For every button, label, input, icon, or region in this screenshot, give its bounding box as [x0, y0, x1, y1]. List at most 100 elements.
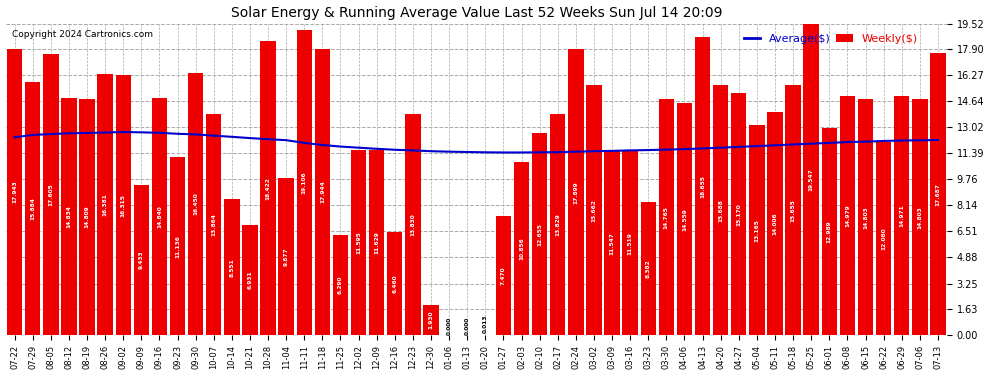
- Bar: [840, 96, 855, 336]
- Text: 6.290: 6.290: [338, 276, 343, 294]
- Bar: [658, 99, 674, 336]
- Text: 14.979: 14.979: [844, 204, 849, 227]
- Text: 8.551: 8.551: [230, 258, 235, 276]
- Bar: [350, 150, 366, 336]
- Bar: [894, 96, 910, 336]
- Bar: [7, 49, 23, 336]
- Title: Solar Energy & Running Average Value Last 52 Weeks Sun Jul 14 20:09: Solar Energy & Running Average Value Las…: [231, 6, 722, 20]
- Text: 0.000: 0.000: [446, 316, 451, 334]
- Bar: [97, 74, 113, 336]
- Bar: [857, 99, 873, 336]
- Bar: [749, 125, 764, 336]
- Text: 16.450: 16.450: [193, 193, 198, 215]
- Bar: [369, 150, 384, 336]
- Bar: [931, 53, 945, 336]
- Text: 15.655: 15.655: [791, 199, 796, 222]
- Bar: [79, 99, 95, 336]
- Bar: [387, 232, 403, 336]
- Text: 7.470: 7.470: [501, 267, 506, 285]
- Text: 0.013: 0.013: [483, 315, 488, 333]
- Text: 1.930: 1.930: [429, 311, 434, 329]
- Text: 14.006: 14.006: [772, 212, 777, 235]
- Text: 18.655: 18.655: [700, 175, 705, 198]
- Bar: [822, 128, 837, 336]
- Bar: [677, 103, 692, 336]
- Text: 19.547: 19.547: [809, 168, 814, 190]
- Bar: [586, 85, 602, 336]
- Text: 12.655: 12.655: [538, 223, 543, 246]
- Text: 17.899: 17.899: [573, 181, 578, 204]
- Legend: Average($), Weekly($): Average($), Weekly($): [740, 29, 923, 48]
- Text: 14.803: 14.803: [918, 206, 923, 228]
- Text: 17.605: 17.605: [49, 183, 53, 206]
- Bar: [243, 225, 257, 336]
- Bar: [297, 30, 312, 336]
- Bar: [876, 142, 891, 336]
- Text: 11.595: 11.595: [356, 231, 361, 254]
- Bar: [713, 85, 729, 336]
- Text: 14.559: 14.559: [682, 208, 687, 231]
- Text: 15.662: 15.662: [591, 199, 596, 222]
- Text: 16.381: 16.381: [103, 193, 108, 216]
- Bar: [61, 98, 76, 336]
- Bar: [405, 114, 421, 336]
- Text: 9.433: 9.433: [139, 251, 144, 269]
- Text: 14.803: 14.803: [863, 206, 868, 228]
- Bar: [804, 23, 819, 336]
- Bar: [44, 54, 58, 336]
- Text: 11.136: 11.136: [175, 235, 180, 258]
- Text: 17.943: 17.943: [12, 181, 17, 204]
- Text: 15.170: 15.170: [737, 203, 742, 226]
- Text: 13.864: 13.864: [211, 213, 216, 236]
- Text: 12.989: 12.989: [827, 220, 832, 243]
- Text: 14.971: 14.971: [899, 204, 904, 227]
- Text: 13.830: 13.830: [411, 214, 416, 236]
- Bar: [785, 85, 801, 336]
- Text: 11.519: 11.519: [628, 232, 633, 255]
- Bar: [604, 151, 620, 336]
- Text: 6.460: 6.460: [392, 274, 397, 293]
- Text: 17.687: 17.687: [936, 183, 940, 206]
- Text: 9.877: 9.877: [284, 247, 289, 266]
- Bar: [731, 93, 746, 336]
- Text: 19.106: 19.106: [302, 171, 307, 194]
- Text: 17.944: 17.944: [320, 181, 325, 204]
- Text: 6.931: 6.931: [248, 271, 252, 290]
- Bar: [695, 38, 710, 336]
- Bar: [623, 152, 638, 336]
- Text: 13.829: 13.829: [555, 214, 560, 236]
- Text: 14.809: 14.809: [84, 206, 89, 228]
- Text: 13.165: 13.165: [754, 219, 759, 242]
- Bar: [188, 73, 203, 336]
- Bar: [134, 185, 149, 336]
- Bar: [170, 158, 185, 336]
- Text: 15.884: 15.884: [31, 197, 36, 220]
- Text: 12.080: 12.080: [881, 228, 886, 250]
- Bar: [116, 75, 131, 336]
- Bar: [224, 199, 240, 336]
- Text: 10.856: 10.856: [519, 237, 524, 260]
- Bar: [25, 82, 41, 336]
- Bar: [641, 201, 656, 336]
- Bar: [568, 50, 583, 336]
- Bar: [424, 304, 439, 336]
- Bar: [315, 49, 330, 336]
- Text: 0.000: 0.000: [464, 316, 469, 334]
- Text: 14.840: 14.840: [157, 206, 162, 228]
- Text: 14.834: 14.834: [66, 206, 71, 228]
- Text: Copyright 2024 Cartronics.com: Copyright 2024 Cartronics.com: [12, 30, 152, 39]
- Bar: [496, 216, 511, 336]
- Text: 11.547: 11.547: [610, 232, 615, 255]
- Text: 18.422: 18.422: [265, 177, 270, 200]
- Bar: [514, 162, 530, 336]
- Bar: [912, 99, 928, 336]
- Bar: [278, 178, 294, 336]
- Text: 11.629: 11.629: [374, 231, 379, 254]
- Bar: [151, 98, 167, 336]
- Text: 8.382: 8.382: [645, 259, 650, 278]
- Bar: [260, 41, 276, 336]
- Bar: [532, 133, 547, 336]
- Text: 16.315: 16.315: [121, 194, 126, 216]
- Text: 15.688: 15.688: [718, 199, 723, 222]
- Bar: [767, 112, 783, 336]
